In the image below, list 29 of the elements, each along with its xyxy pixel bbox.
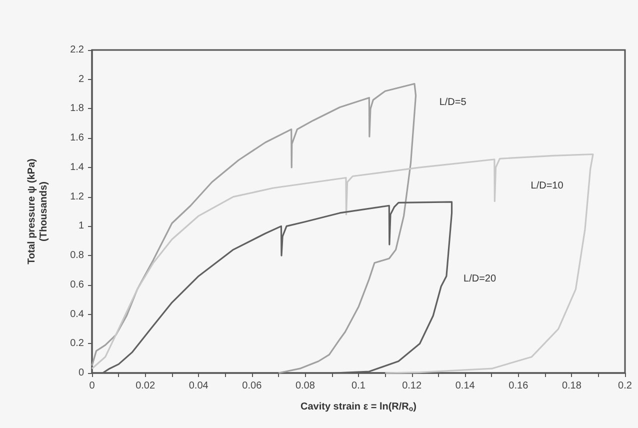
y-tick-label: 2	[78, 74, 84, 85]
x-tick-label: 0.04	[188, 380, 209, 392]
y-tick-label: 1.8	[70, 103, 84, 114]
line-series	[91, 153, 594, 374]
y-tick-label: 1.2	[70, 191, 84, 202]
x-tick-label: 0.2	[618, 380, 632, 392]
series-label: L/D=20	[464, 273, 496, 284]
y-tick-label: 2.2	[70, 44, 84, 56]
x-tick-label: 0	[89, 380, 96, 392]
text: L/D=10	[530, 180, 564, 192]
y-tick-label: 0	[78, 368, 84, 378]
y-tick-label: 1.6	[70, 132, 84, 144]
x-tick-label: 0.1	[352, 380, 366, 392]
x-tick-label: 0.14	[455, 380, 476, 392]
x-tick-label: 0.12	[402, 380, 422, 392]
y-tick-label: 0.2	[70, 338, 84, 350]
x-tick-label: 0.16	[508, 380, 529, 392]
line-series	[91, 82, 417, 374]
y-tick-label: 0.4	[70, 308, 84, 320]
y-tick-label: 1	[78, 220, 84, 232]
x-tick-label: 0.08	[295, 380, 316, 392]
x-tick-label: 0.18	[562, 380, 582, 392]
x-tick-label: 0.06	[242, 380, 262, 392]
y-tick-label: 0.8	[70, 250, 84, 262]
y-tick-label: 0.6	[70, 279, 84, 290]
text: L/D=5	[439, 97, 467, 108]
y-tick-label: 1.4	[70, 162, 84, 173]
y-axis-title: Total pressure ψ (kPa) (Thousands)	[26, 158, 50, 264]
x-tick-label: 0.02	[136, 380, 156, 392]
